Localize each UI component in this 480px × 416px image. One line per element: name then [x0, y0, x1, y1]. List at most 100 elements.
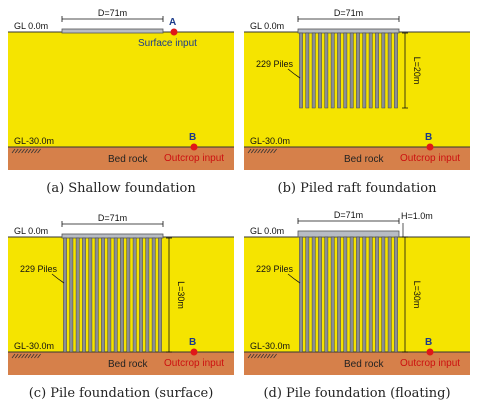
pile-2 — [305, 32, 310, 109]
panel-b: GL 0.0m GL-30.0m Bed rock 229 Piles L=20m D=7… — [244, 8, 470, 196]
hatch-mark — [30, 353, 35, 359]
pile-8 — [107, 237, 112, 353]
hatch-mark — [260, 353, 265, 359]
point-b-marker — [190, 348, 198, 356]
point-b-marker — [426, 143, 434, 151]
hatch-mark — [11, 148, 16, 154]
pile-3 — [75, 237, 80, 353]
panel-caption: (a) Shallow foundation — [46, 181, 196, 196]
hatch-mark — [14, 148, 19, 154]
point-b-label: B — [189, 337, 196, 348]
pile-group — [299, 236, 398, 353]
hatch-mark — [273, 353, 277, 359]
bed-rock-layer — [244, 352, 470, 375]
pile-14 — [145, 237, 150, 353]
bed-rock-layer — [8, 352, 234, 375]
hatch-mark — [37, 148, 41, 154]
length-label: L=20m — [412, 57, 422, 85]
gl-bottom-label: GL-30.0m — [14, 136, 54, 146]
piles-label: 229 Piles — [256, 264, 294, 274]
hatch-mark — [254, 148, 258, 154]
pile-10 — [120, 237, 124, 353]
pile-12 — [132, 237, 137, 353]
bed-rock-label: Bed rock — [344, 154, 384, 165]
point-b-label: B — [425, 132, 432, 143]
pile-7 — [337, 236, 341, 353]
hatch-mark — [260, 148, 265, 154]
pile-5 — [324, 236, 329, 353]
hatch-mark — [14, 353, 19, 359]
height-label: H=1.0m — [401, 211, 433, 221]
hatch-mark — [34, 148, 38, 154]
pile-7 — [337, 32, 341, 109]
pile-1 — [63, 237, 67, 353]
point-a-label: A — [169, 17, 176, 28]
width-label: D=71m — [98, 8, 127, 18]
pile-14 — [381, 236, 386, 353]
pile-11 — [362, 236, 367, 353]
hatch-mark — [24, 148, 29, 154]
hatch-mark — [273, 148, 277, 154]
pile-6 — [330, 236, 335, 353]
rock-hatch — [11, 353, 41, 359]
pile-15 — [151, 237, 156, 353]
hatch-mark — [21, 148, 25, 154]
rock-hatch — [247, 148, 277, 154]
hatch-mark — [27, 148, 32, 154]
point-b-marker — [190, 143, 198, 151]
hatch-mark — [37, 353, 41, 359]
pile-6 — [94, 237, 99, 353]
pile-1 — [299, 32, 303, 109]
hatch-mark — [247, 148, 252, 154]
width-label: D=71m — [334, 8, 363, 18]
point-b-label: B — [425, 337, 432, 348]
hatch-mark — [27, 353, 32, 359]
hatch-mark — [270, 353, 274, 359]
piles-label: 229 Piles — [256, 59, 294, 69]
width-label: D=71m — [334, 210, 363, 220]
hatch-mark — [250, 353, 255, 359]
hatch-mark — [30, 148, 35, 154]
pile-5 — [88, 237, 93, 353]
pile-5 — [324, 32, 329, 109]
hatch-mark — [18, 148, 22, 154]
length-label: L=30m — [176, 281, 186, 309]
pile-4 — [82, 237, 86, 353]
hatch-mark — [257, 353, 261, 359]
hatch-mark — [266, 148, 271, 154]
pile-10 — [356, 32, 360, 109]
panel-c: GL 0.0m GL-30.0m Bed rock 229 Piles L=30m D=7… — [8, 213, 234, 401]
gl-top-label: GL 0.0m — [14, 226, 48, 236]
panel-d: GL 0.0m GL-30.0m Bed rock 229 Piles L=30m H=1… — [244, 210, 470, 401]
hatch-mark — [24, 353, 29, 359]
gl-top-label: GL 0.0m — [250, 21, 284, 31]
hatch-mark — [263, 148, 268, 154]
hatch-mark — [257, 148, 261, 154]
pile-11 — [126, 237, 131, 353]
pile-group — [299, 32, 398, 109]
pile-2 — [305, 236, 310, 353]
width-label: D=71m — [98, 213, 127, 223]
hatch-mark — [247, 353, 252, 359]
gl-bottom-label: GL-30.0m — [250, 341, 290, 351]
shallow-foundation-slab — [61, 28, 164, 34]
length-label: L=30m — [412, 281, 422, 309]
gl-top-label: GL 0.0m — [14, 21, 48, 31]
outcrop-input-label: Outcrop input — [400, 153, 460, 164]
gl-bottom-label: GL-30.0m — [14, 341, 54, 351]
pile-16 — [158, 237, 162, 353]
outcrop-input-label: Outcrop input — [164, 153, 224, 164]
pile-7 — [101, 237, 105, 353]
pile-8 — [343, 32, 348, 109]
point-b-marker — [426, 348, 434, 356]
rock-hatch — [11, 148, 41, 154]
soil-layer — [8, 32, 234, 147]
pile-3 — [311, 236, 316, 353]
outcrop-input-label: Outcrop input — [400, 358, 460, 369]
pile-9 — [349, 32, 354, 109]
raft-slab — [297, 28, 400, 34]
point-a-marker — [170, 28, 178, 36]
bed-rock-label: Bed rock — [108, 359, 148, 370]
